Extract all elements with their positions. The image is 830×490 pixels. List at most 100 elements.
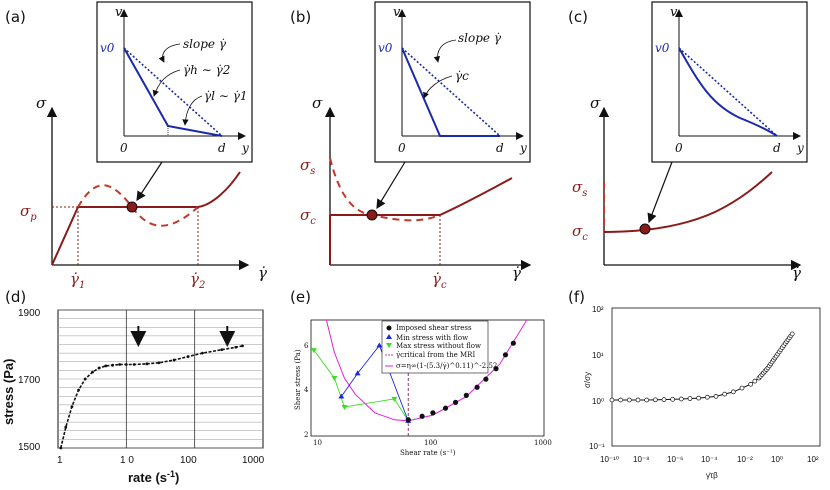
panel-d-xtick-10: 1 0 [120, 455, 134, 466]
panel-e-min-stress-line [340, 344, 409, 422]
panel-e-imposed-point [474, 384, 480, 390]
panel-f-ytick-1: 10¹ [592, 351, 604, 360]
svg-text:σc: σc [572, 222, 588, 243]
panel-d-data-point [220, 348, 224, 352]
panel-f-ytick-0: 10⁰ [592, 397, 604, 406]
panel-a-inset-box [96, 1, 253, 163]
panel-a-label: (a) [5, 8, 26, 26]
panel-f-data-point [670, 396, 676, 402]
panel-e-imposed-point [442, 405, 449, 411]
panel-e-legend-3: γ̇critical from the MRI [396, 351, 475, 359]
panel-f-xtick-6: 10² [807, 455, 819, 464]
panel-d-label: (d) [5, 288, 26, 306]
panel-b-gdotc-sub: c [441, 280, 447, 291]
panel-f-data-point [626, 397, 632, 403]
panel-b-inset-banded-profile [401, 47, 500, 137]
panel-d-data-series [60, 345, 243, 449]
panel-b-inset-gc-arrow [423, 75, 453, 99]
panel-e-xtick-10: 10 [313, 439, 322, 447]
panel-b-sigma-s-sub: s [310, 166, 315, 177]
panel-c-inset-linear-profile [678, 47, 778, 137]
panel-e-ylabel: Shear stress (Pa) [294, 349, 302, 410]
panel-c-inset-box [651, 1, 808, 163]
svg-text:γ̇2: γ̇2 [190, 270, 205, 291]
panel-d-data-point [77, 388, 80, 392]
panel-c-inset-curved-profile [678, 47, 778, 137]
panel-e-min-stress-point [376, 342, 383, 348]
panel-f-data-point [652, 397, 658, 403]
panel-a-sigma-p: σ [20, 202, 31, 220]
panel-c-sigma-c: σ [572, 222, 583, 240]
panel-f-label: (f) [568, 288, 585, 306]
panel-b-sigma-c: σ [300, 206, 311, 224]
panel-e-xlabel: Shear rate (s⁻¹) [400, 449, 456, 457]
panel-b-sigma-label: σ [312, 94, 323, 112]
panel-f-data-point [635, 397, 641, 403]
panel-a-inset-zero: 0 [120, 141, 128, 155]
panel-a-gdot2: γ̇ [190, 270, 199, 288]
panel-b-unstable-branch [329, 157, 441, 222]
panel-c-inset-y: y [796, 141, 804, 155]
panel-f-data-point [730, 389, 736, 395]
panel-d-data-point [91, 370, 94, 374]
panel-e-imposed-point [452, 399, 459, 405]
legend-min-marker [386, 334, 392, 339]
panel-a-gdot2-sub: 2 [198, 280, 205, 291]
panel-f-data-point [644, 397, 650, 403]
panel-f-data-point [678, 396, 684, 402]
panel-d-xlabel-sup: -1 [167, 469, 175, 479]
panel-a-inset-linear-profile [123, 47, 223, 137]
panel-e-imposed-point [483, 376, 489, 382]
panel-d-data-point [241, 344, 244, 348]
panel-d-ytick-1500: 1500 [18, 442, 41, 453]
panel-f-data-point [696, 395, 702, 401]
panel-c-flow-curve [603, 171, 773, 233]
panel-a-xaxis-label: γ̇ [258, 264, 267, 282]
panel-d-data-point [83, 377, 87, 381]
panel-c-pointer-arrow [647, 161, 673, 224]
panel-c-inset-v: v [670, 5, 678, 20]
panel-d-ytick-1700: 1700 [18, 375, 41, 386]
panel-d-ytick-1900: 1900 [18, 308, 41, 319]
svg-text:σs: σs [300, 156, 315, 177]
panel-d-data-point [186, 355, 190, 358]
panel-c-sigma-c-sub: c [582, 232, 588, 243]
panel-b-state-point [366, 209, 378, 221]
panel-f-xlabel: γ̇τβ [706, 471, 718, 480]
panel-b-xaxis-label: γ̇ [512, 264, 521, 282]
panel-c-label: (c) [568, 8, 588, 26]
panel-f: (f) 10² 10¹ 10⁰ 10⁻¹ 10⁻¹⁰ 10⁻⁸ 10⁻⁶ 10⁻… [568, 288, 821, 480]
panel-a-inset-v0: v0 [100, 41, 115, 55]
panel-a-inset-d: d [218, 141, 226, 155]
panel-a-pointer-arrow [136, 161, 163, 202]
panel-e-max-stress-point [341, 405, 348, 410]
svg-text:σc: σc [300, 206, 316, 227]
panel-c-xaxis-label: γ̇ [792, 264, 801, 282]
panel-e-max-stress-point [331, 376, 338, 381]
panel-b-inset-v: v [393, 5, 401, 20]
panel-f-ytick-2: 10² [592, 305, 604, 314]
panel-a-inset-y: y [241, 141, 249, 155]
panel-d-marks [59, 325, 244, 450]
panel-b-inset-gc: γ̇c [455, 69, 469, 83]
panel-d-data-point [145, 362, 149, 366]
panel-a-inset-gl-arrow [182, 95, 203, 126]
panel-f-xtick-3: 10⁻⁴ [701, 455, 718, 464]
panel-e-max-stress-point [391, 396, 398, 402]
panel-b-inset-y: y [519, 141, 527, 155]
panel-f-data-point [713, 394, 719, 399]
panel-f-data-point [722, 391, 728, 397]
panel-f-data-point [704, 394, 710, 400]
panel-d-data-point [104, 364, 108, 368]
panel-b-label: (b) [290, 8, 311, 26]
panel-c-state-point [639, 223, 651, 235]
panel-b-flow-curve [330, 177, 513, 216]
panel-d-xtick-100: 100 [180, 455, 197, 466]
panel-b-inset-d: d [496, 141, 504, 155]
svg-text:γ̇1: γ̇1 [70, 270, 85, 291]
panel-d-xtick-1: 1 [57, 455, 63, 466]
panel-e-min-stress-point [338, 393, 345, 399]
panel-a-gdot1: γ̇ [70, 270, 79, 288]
panel-b: (b) σ γ̇ σs σc γ̇c v v0 0 d y slope γ̇ γ… [290, 1, 532, 291]
panel-d-data-point [132, 363, 136, 366]
